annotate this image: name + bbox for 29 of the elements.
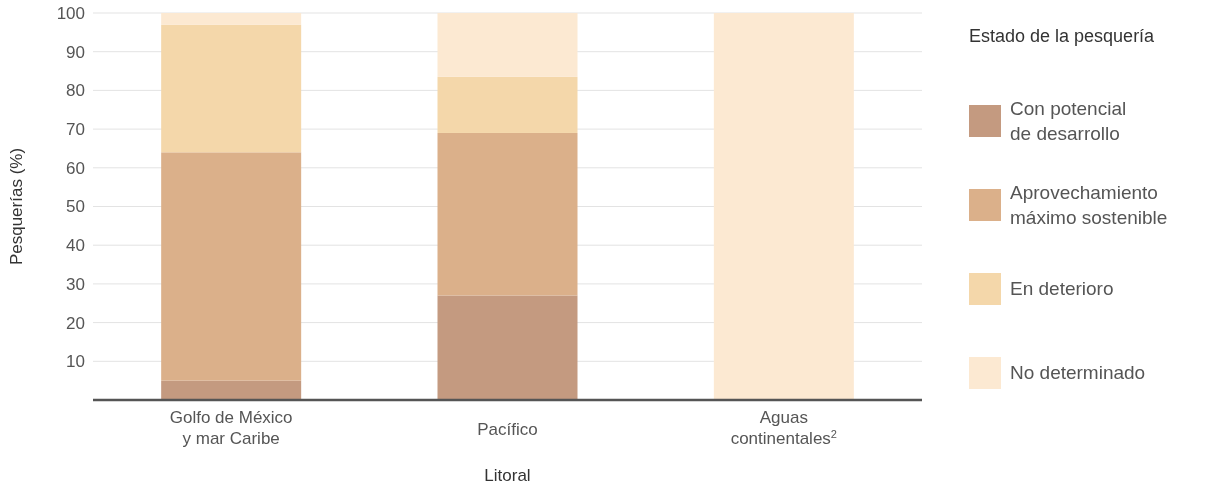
x-axis-title: Litoral xyxy=(484,466,531,485)
y-tick-label: 40 xyxy=(66,236,85,256)
bar xyxy=(437,132,578,296)
y-tick-label: 100 xyxy=(56,3,85,23)
y-tick-label: 30 xyxy=(66,274,85,294)
legend-title: Estado de la pesquería xyxy=(969,26,1156,46)
y-tick-label: 10 xyxy=(66,352,85,372)
y-tick-label: 70 xyxy=(66,120,85,140)
bar xyxy=(161,380,302,400)
bar xyxy=(161,24,302,153)
x-tick-label: Pacífico xyxy=(477,420,538,439)
y-axis-title: Pesquerías (%) xyxy=(7,147,26,266)
bar xyxy=(437,76,578,133)
bar xyxy=(161,152,302,381)
y-tick-label: 80 xyxy=(66,81,85,101)
bar xyxy=(437,13,578,77)
legend-label: No determinado xyxy=(1010,362,1146,383)
bar xyxy=(437,295,578,400)
bar xyxy=(713,13,854,400)
bar xyxy=(161,13,302,25)
legend-label: Con potencial de desarrollo xyxy=(1010,97,1127,144)
y-tick-label: 90 xyxy=(66,42,85,62)
x-tick-label: Golfo de México y mar Caribe xyxy=(169,408,293,448)
legend-label: Aprovechamiento máximo sostenible xyxy=(1010,181,1168,228)
y-tick-label: 20 xyxy=(66,313,85,333)
x-tick-label: Aguas continentales$^{2}$ xyxy=(730,408,838,448)
y-tick-label: 50 xyxy=(66,197,85,217)
y-tick-label: 60 xyxy=(66,158,85,178)
legend-label: En deterioro xyxy=(1010,278,1114,299)
